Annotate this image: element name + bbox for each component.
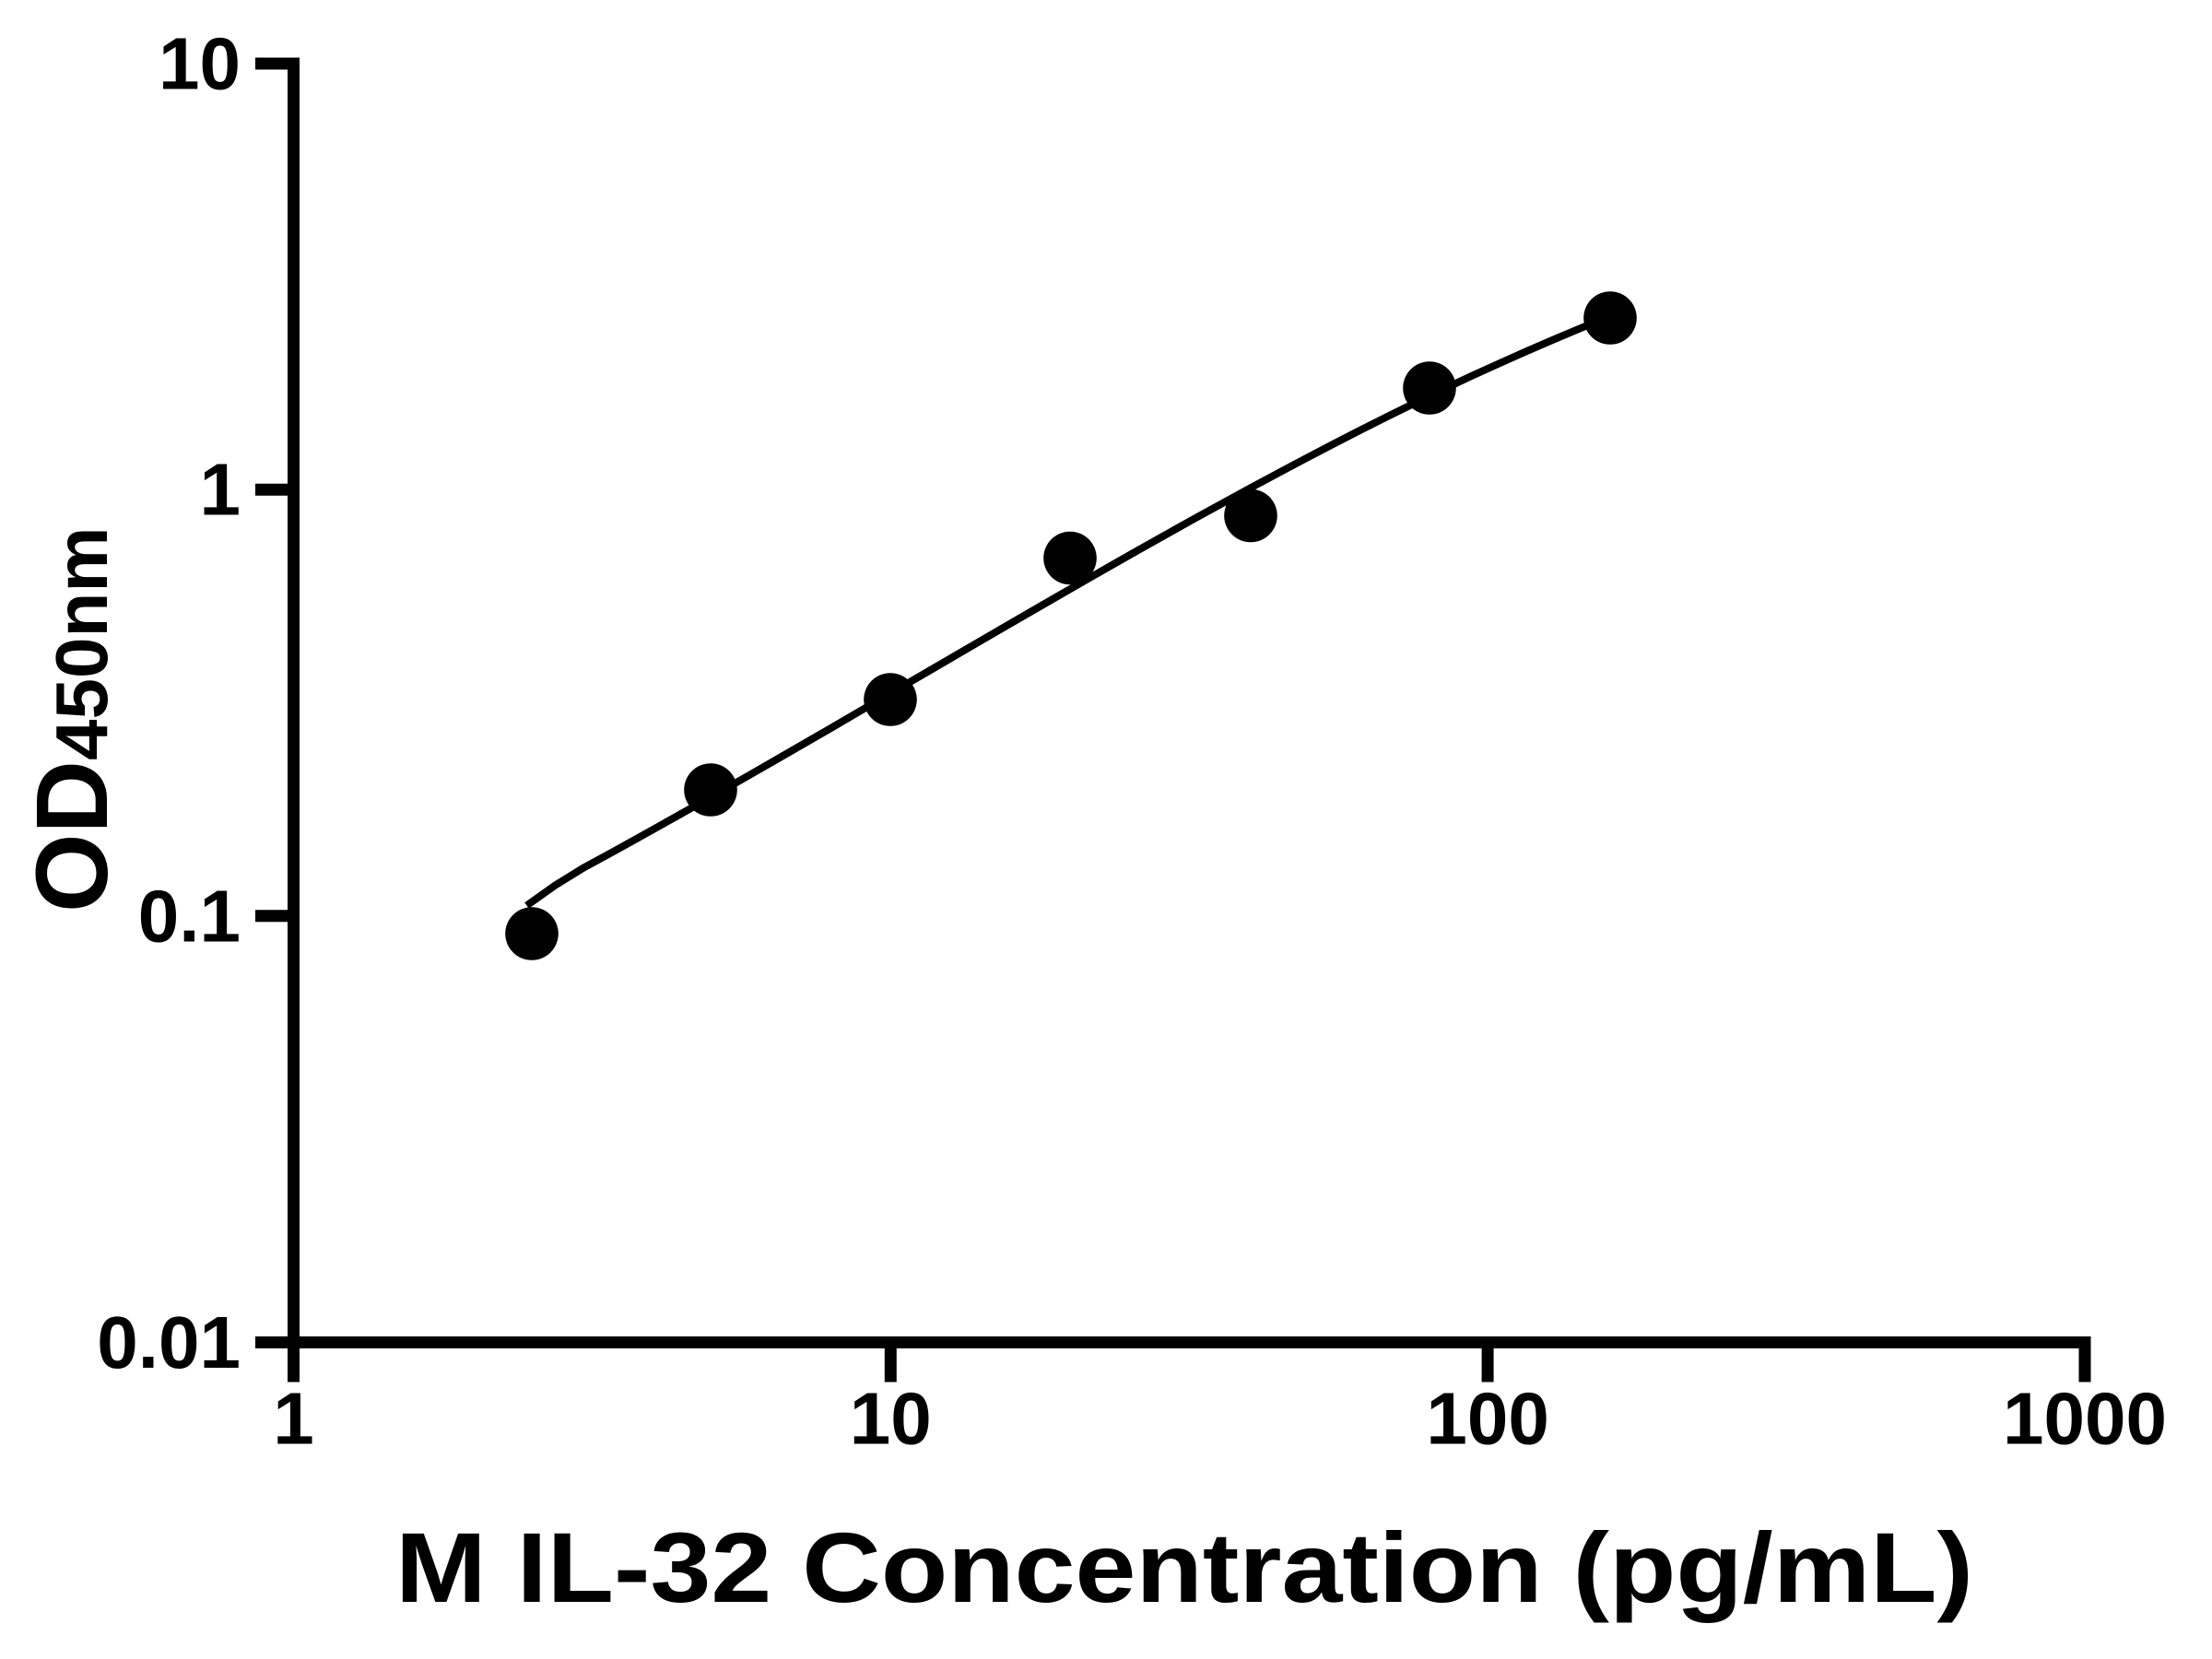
svg-text:1: 1 [200, 449, 241, 531]
svg-text:1: 1 [273, 1378, 314, 1460]
svg-text:10: 10 [159, 23, 241, 105]
svg-text:0.01: 0.01 [97, 1301, 241, 1383]
svg-text:0.1: 0.1 [138, 875, 241, 957]
svg-text:OD450nm: OD450nm [16, 527, 129, 912]
svg-text:M IL-32 Concentration (pg/mL): M IL-32 Concentration (pg/mL) [395, 1512, 1973, 1623]
svg-text:100: 100 [1426, 1378, 1548, 1460]
svg-text:10: 10 [850, 1378, 932, 1460]
svg-text:1000: 1000 [2003, 1378, 2167, 1460]
